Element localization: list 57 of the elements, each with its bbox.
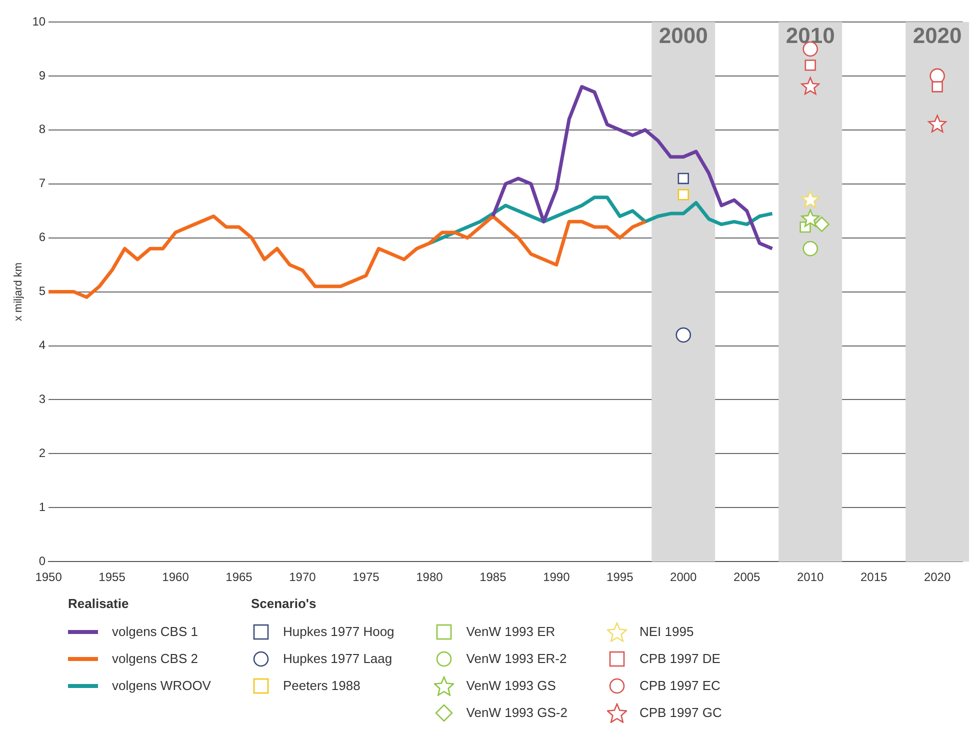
y-tick-label: 5 bbox=[38, 284, 46, 298]
point bbox=[804, 60, 816, 71]
legend-label: volgens CBS 1 bbox=[112, 624, 198, 639]
x-tick-label: 1975 bbox=[352, 570, 380, 584]
x-tick-label: 2000 bbox=[670, 570, 698, 584]
y-tick-label: 8 bbox=[38, 122, 46, 136]
x-tick-label: 1950 bbox=[35, 570, 62, 584]
point bbox=[802, 240, 818, 256]
x-tick-label: 1955 bbox=[98, 570, 126, 584]
band-label: 2000 bbox=[658, 23, 708, 48]
x-tick-label: 1970 bbox=[289, 570, 316, 584]
y-tick-label: 6 bbox=[38, 230, 46, 244]
x-tick-label: 2020 bbox=[924, 570, 951, 584]
legend-label: CPB 1997 DE bbox=[639, 651, 720, 666]
legend-label: Peeters 1988 bbox=[282, 678, 360, 693]
band-label: 2010 bbox=[786, 23, 835, 48]
legend-title: Realisatie bbox=[68, 596, 130, 613]
legend-label: CPB 1997 EC bbox=[639, 678, 720, 693]
x-tick-label: 1990 bbox=[543, 570, 570, 584]
x-tick-label: 1960 bbox=[162, 570, 190, 584]
text: Scenario's bbox=[250, 596, 318, 613]
point bbox=[801, 190, 820, 208]
x-tick-label: 2010 bbox=[796, 570, 824, 584]
legend-label: VenW 1993 GS bbox=[466, 678, 556, 693]
legend-label: CPB 1997 GC bbox=[639, 705, 722, 720]
point bbox=[678, 172, 689, 184]
x-tick-label: 1980 bbox=[416, 570, 444, 584]
y-tick-label: 3 bbox=[38, 392, 46, 406]
point bbox=[801, 209, 820, 227]
x-tick-label: 2005 bbox=[734, 570, 761, 584]
legend-label: volgens WROOV bbox=[112, 678, 211, 693]
point bbox=[676, 327, 692, 343]
y-tick-label: 7 bbox=[38, 176, 46, 190]
band-label: 2020 bbox=[912, 23, 962, 48]
legend-label: volgens CBS 2 bbox=[112, 651, 198, 666]
legend-label: Hupkes 1977 Laag bbox=[282, 651, 392, 666]
y-tick-label: 0 bbox=[38, 554, 46, 568]
point bbox=[801, 77, 820, 95]
y-tick-label: 10 bbox=[32, 14, 46, 28]
legend-label: VenW 1993 ER bbox=[466, 624, 556, 639]
x-tick-label: 2015 bbox=[860, 570, 888, 584]
y-tick-label: 1 bbox=[38, 500, 46, 514]
y-tick-label: 9 bbox=[38, 68, 46, 82]
y-tick-label: 4 bbox=[38, 338, 46, 352]
point bbox=[678, 189, 689, 200]
point bbox=[814, 216, 830, 232]
x-tick-label: 1965 bbox=[226, 570, 253, 584]
y-tick-label: 2 bbox=[38, 446, 46, 460]
legend-label: NEI 1995 bbox=[639, 624, 694, 639]
x-tick-label: 1995 bbox=[606, 570, 634, 584]
legend-label: VenW 1993 ER-2 bbox=[466, 651, 567, 666]
y-axis-title: x miljard km bbox=[12, 262, 25, 322]
legend-label: Hupkes 1977 Hoog bbox=[282, 624, 394, 639]
point bbox=[932, 81, 943, 92]
x-tick-label: 1985 bbox=[480, 570, 507, 584]
legend-label: VenW 1993 GS-2 bbox=[466, 705, 568, 720]
point bbox=[928, 114, 947, 132]
